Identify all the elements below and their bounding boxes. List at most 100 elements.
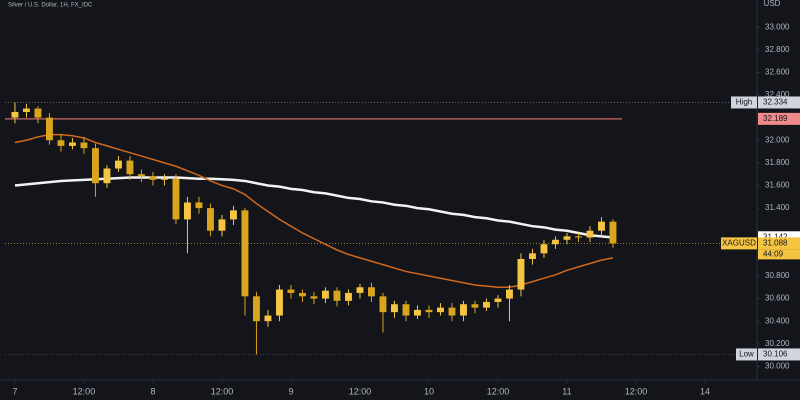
candle-body: [529, 253, 536, 259]
price-tag-label: 32.334: [763, 98, 788, 107]
x-tick-label: 9: [288, 386, 293, 396]
y-tick-label: 30.000: [765, 362, 790, 371]
y-tick-label: 33.000: [765, 22, 790, 31]
x-tick-label: 11: [562, 386, 571, 396]
candle-body: [126, 160, 134, 175]
price-tag: [758, 348, 800, 361]
candle-body: [264, 315, 272, 322]
price-tag: [758, 112, 800, 125]
candle-body: [586, 230, 594, 238]
tag-name: Low: [739, 350, 754, 359]
x-tick-label: 12:00: [349, 386, 372, 396]
candle-body: [299, 292, 306, 297]
x-tick-label: 7: [12, 386, 17, 396]
tag-name-box: [721, 237, 757, 250]
candle-body: [207, 208, 214, 231]
candle-body: [195, 202, 203, 209]
y-tick-label: 30.600: [765, 294, 790, 303]
tag-name-box: [731, 96, 757, 109]
y-tick-label: 30.400: [765, 316, 790, 325]
y-tick-label: 32.600: [765, 67, 790, 76]
candle-body: [92, 148, 99, 184]
y-tick-label: 32.400: [765, 90, 790, 99]
candle-body: [322, 290, 329, 299]
x-tick-label: 12:00: [487, 386, 510, 396]
candle-body: [184, 202, 191, 220]
candle-body: [402, 304, 410, 316]
candle-body: [11, 111, 19, 118]
candle-body: [23, 108, 30, 112]
candle-body: [460, 304, 467, 316]
candle-body: [172, 178, 180, 220]
candle-body: [414, 309, 421, 316]
candle-body: [103, 168, 111, 184]
candle-body: [552, 239, 559, 245]
candle-body: [34, 108, 42, 118]
candle-body: [218, 219, 226, 231]
candle-body: [310, 296, 318, 299]
candle-body: [471, 304, 479, 308]
chart-title: Silver / U.S. Dollar, 1H, FX_IDC: [8, 3, 93, 9]
candle-body: [517, 258, 525, 290]
candle-body: [138, 174, 145, 177]
x-tick-label: 12:00: [73, 386, 96, 396]
tag-name: XAGUSD: [722, 238, 756, 247]
candle-body: [575, 236, 582, 238]
candle-body: [368, 287, 375, 297]
candle-body: [46, 117, 53, 141]
candle-body: [345, 292, 352, 301]
y-tick-label: 32.000: [765, 135, 790, 144]
y-tick-label: 31.600: [765, 181, 790, 190]
candle-body: [448, 307, 456, 316]
moving-average-line: [14, 133, 614, 289]
countdown-label: 44:09: [763, 249, 784, 258]
price-tag-label: 31.142: [763, 232, 788, 241]
x-tick-label: 8: [150, 386, 155, 396]
tag-name: High: [736, 98, 752, 107]
candle-body: [230, 210, 237, 220]
candle-body: [425, 309, 433, 313]
candle-body: [563, 236, 571, 240]
price-tag-label: 30.106: [763, 350, 788, 359]
candle-body: [276, 289, 283, 316]
candle-body: [379, 296, 387, 313]
x-tick-label: 12:00: [625, 386, 648, 396]
candle-body: [609, 221, 617, 244]
candle-body: [437, 307, 444, 313]
y-tick-label: 30.200: [765, 339, 790, 348]
candle-body: [391, 304, 398, 313]
candle-body: [287, 289, 295, 293]
candle-body: [598, 221, 605, 231]
candle-body: [356, 287, 364, 293]
unit-label: USD: [764, 0, 781, 8]
candle-body: [241, 210, 249, 297]
price-tag: [758, 237, 800, 250]
candle-body: [483, 301, 490, 308]
candle-body: [69, 142, 76, 146]
y-tick-label: 32.800: [765, 45, 790, 54]
price-tag-label: 32.189: [763, 114, 788, 123]
moving-average-line: [14, 176, 614, 239]
candle-body: [540, 244, 548, 254]
candle-body: [506, 289, 513, 299]
candle-body: [161, 178, 168, 180]
candle-body: [494, 298, 502, 302]
price-tag: [758, 96, 800, 109]
candle-body: [115, 160, 122, 169]
countdown-box: [758, 249, 800, 260]
x-tick-label: 14: [700, 386, 710, 396]
x-tick-label: 12:00: [211, 386, 234, 396]
candle-body: [333, 290, 341, 301]
x-tick-label: 10: [424, 386, 434, 396]
candle-body: [57, 140, 65, 146]
candle-body: [253, 296, 260, 322]
y-tick-label: 30.800: [765, 271, 790, 280]
tag-name-box: [736, 348, 757, 361]
candle-body: [80, 142, 88, 149]
y-tick-label: 31.400: [765, 203, 790, 212]
price-tag-label: 31.088: [763, 238, 788, 247]
candle-body: [149, 176, 157, 180]
y-tick-label: 31.800: [765, 158, 790, 167]
